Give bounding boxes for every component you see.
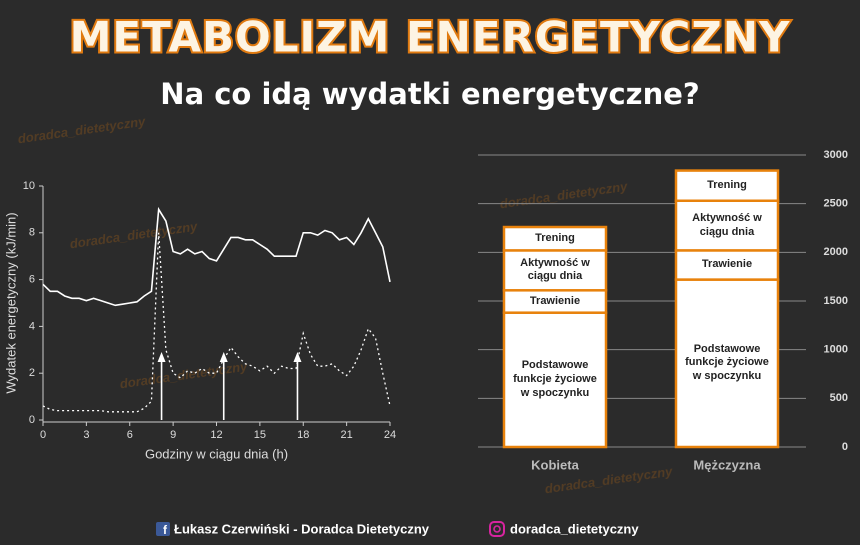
segment-label: Trawienie	[529, 294, 581, 307]
segment-label: Trawienie	[701, 258, 753, 271]
title: METABOLIZM ENERGETYCZNY	[70, 13, 791, 62]
y-tick-label: 500	[830, 392, 848, 404]
instagram-icon-lens	[493, 525, 501, 533]
segment-label: Aktywność w ciągu dnia	[692, 211, 762, 238]
segment-label-box: Trawienie	[529, 294, 581, 307]
watermark: doradca_dietetyczny	[499, 179, 629, 212]
footer-author: Łukasz Czerwiński - Doradca Dietetyczny	[174, 521, 430, 536]
y-tick-label: 6	[29, 274, 35, 286]
bar-segment	[502, 225, 608, 252]
segment-label-box: Aktywność w ciągu dnia	[692, 211, 762, 238]
y-tick-label: 2500	[824, 198, 848, 210]
y-tick-label: 0	[29, 414, 35, 426]
x-tick-label: 3	[83, 429, 89, 441]
instagram-icon	[489, 521, 505, 537]
bar-segment	[674, 249, 780, 281]
y-tick-label: 3000	[824, 149, 848, 161]
segment-label: Trening	[535, 231, 575, 244]
meal-arrowhead	[293, 352, 302, 362]
segment-label-box: Podstawowe funkcje życiowe w spoczynku	[513, 359, 597, 399]
facebook-icon	[156, 522, 170, 536]
meal-arrowhead	[219, 352, 228, 362]
x-tick-label: 0	[40, 429, 46, 441]
x-tick-label: 15	[254, 429, 266, 441]
x-tick-label: 21	[341, 429, 353, 441]
segment-label-box: Aktywność w ciągu dnia	[520, 256, 590, 283]
x-tick-label: Kobieta	[531, 457, 579, 472]
footer: f Łukasz Czerwiński - Doradca Dietetyczn…	[156, 521, 639, 537]
meal-arrowhead	[157, 352, 166, 362]
x-axis-label: Godziny w ciągu dnia (h)	[145, 446, 288, 461]
y-tick-label: 8	[29, 227, 35, 239]
y-tick-label: 1000	[824, 344, 848, 356]
segment-label: Podstawowe funkcje życiowe w spoczynku	[513, 359, 597, 399]
segment-label: Trening	[707, 178, 747, 191]
segment-label-box: Trawienie	[701, 258, 753, 271]
footer-instagram: doradca_dietetyczny	[510, 521, 639, 536]
y-tick-label: 4	[29, 320, 35, 332]
x-tick-label: 9	[170, 429, 176, 441]
bar-segment	[502, 249, 608, 292]
y-tick-label: 2000	[824, 246, 848, 258]
y-tick-label: 2	[29, 367, 35, 379]
x-tick-label: 6	[127, 429, 133, 441]
x-tick-label: 12	[210, 429, 222, 441]
y-axis-label: Wydatek energetyczny (kJ/min)	[3, 212, 18, 393]
x-tick-label: Mężczyzna	[693, 457, 761, 472]
bar-segment	[502, 311, 608, 449]
subtitle: Na co idą wydatki energetyczne?	[160, 77, 699, 111]
segment-label: Aktywność w ciągu dnia	[520, 256, 590, 283]
y-tick-label: 10	[23, 180, 35, 192]
facebook-icon-glyph: f	[163, 523, 168, 537]
segment-label-box: Trening	[535, 231, 575, 244]
segment-label: Podstawowe funkcje życiowe w spoczynku	[685, 342, 769, 383]
segment-label-box: Podstawowe funkcje życiowe w spoczynku	[685, 342, 769, 383]
x-tick-label: 24	[384, 429, 396, 441]
y-tick-label: 0	[842, 441, 848, 453]
line-series	[42, 206, 391, 307]
bar-segment	[674, 278, 780, 449]
watermark: doradca_dietetyczny	[17, 114, 147, 147]
y-tick-label: 1500	[824, 295, 848, 307]
x-tick-label: 18	[297, 429, 309, 441]
segment-label-box: Trening	[707, 178, 747, 191]
bar-segment	[674, 169, 780, 202]
watermark: doradca_dietetyczny	[69, 219, 199, 252]
